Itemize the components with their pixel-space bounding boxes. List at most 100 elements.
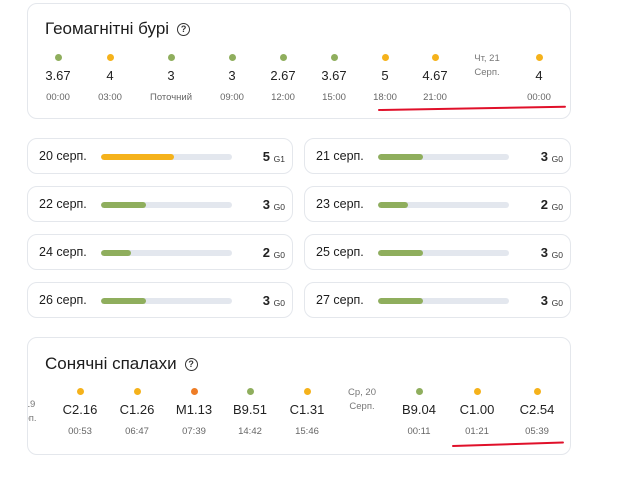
daily-forecast-card[interactable]: 26 серп. 3 G0 <box>27 282 293 318</box>
storm-scale-label: G0 <box>273 202 285 212</box>
kp-level-bar-fill <box>101 202 146 208</box>
daily-forecast-card[interactable]: 23 серп. 2 G0 <box>304 186 571 222</box>
flares-value: B9.04 <box>402 402 436 417</box>
kp-level-bar <box>378 298 509 304</box>
geomagnetic-point[interactable]: 4 00:00 <box>509 54 569 103</box>
flares-point[interactable]: C1.00 01:21 <box>447 388 507 437</box>
status-dot-icon <box>133 388 141 395</box>
flares-point[interactable]: M1.13 07:39 <box>164 388 224 437</box>
geomagnetic-point[interactable]: 3 09:00 <box>202 54 262 103</box>
question-circle-icon[interactable]: ? <box>177 22 191 36</box>
geomagnetic-point[interactable]: 3.67 15:00 <box>304 54 364 103</box>
geomagnetic-time: 21:00 <box>423 92 447 103</box>
kp-level-bar <box>101 250 232 256</box>
flares-value: C1.26 <box>119 402 155 417</box>
kp-index-value: 3 <box>540 293 548 308</box>
flares-time: 06:47 <box>125 426 149 437</box>
flares-value: M1.13 <box>175 402 213 417</box>
status-dot-icon <box>76 388 84 395</box>
daily-forecast-card[interactable]: 21 серп. 3 G0 <box>304 138 571 174</box>
status-dot-icon <box>167 54 175 61</box>
status-dot-icon <box>228 54 236 61</box>
flares-point[interactable]: C2.54 05:39 <box>507 388 567 437</box>
geomagnetic-value: 3.67 <box>321 68 347 83</box>
geomagnetic-point[interactable]: 3.67 00:00 <box>28 54 88 103</box>
flares-time: 14:42 <box>238 426 262 437</box>
day-date-label: 24 серп. <box>39 245 87 259</box>
geomagnetic-value: 4 <box>106 68 114 83</box>
geomagnetic-time: 18:00 <box>373 92 397 103</box>
storm-scale-label: G0 <box>551 154 563 164</box>
daily-forecast-card[interactable]: 27 серп. 3 G0 <box>304 282 571 318</box>
geomagnetic-value: 3 <box>228 68 236 83</box>
day-date-label: 21 серп. <box>316 149 364 163</box>
kp-level-bar <box>101 298 232 304</box>
kp-level-bar <box>378 202 509 208</box>
geomagnetic-time: 12:00 <box>271 92 295 103</box>
geomagnetic-point[interactable]: 4 03:00 <box>80 54 140 103</box>
solar-flares-card: Сонячні спалахи ? 19 оп. C2.16 00:53 C1.26… <box>27 337 571 455</box>
flares-value: C2.16 <box>62 402 98 417</box>
day-date-label: 26 серп. <box>39 293 87 307</box>
status-dot-icon <box>279 54 287 61</box>
geomagnetic-value: 3 <box>167 68 175 83</box>
flares-point[interactable]: C2.16 00:53 <box>50 388 110 437</box>
question-circle-icon[interactable]: ? <box>184 357 198 371</box>
storm-scale-label: G0 <box>551 298 563 308</box>
storm-scale-label: G1 <box>273 154 285 164</box>
kp-index-value: 3 <box>262 293 270 308</box>
kp-level-bar-fill <box>101 298 146 304</box>
flares-cut-day-label: 19 оп. <box>28 399 37 424</box>
flares-time: 15:46 <box>295 426 319 437</box>
kp-level-bar <box>378 250 509 256</box>
day-date-label: 27 серп. <box>316 293 364 307</box>
kp-level-bar-fill <box>378 202 409 208</box>
status-dot-icon <box>330 54 338 61</box>
geomagnetic-value: 5 <box>381 68 389 83</box>
daily-forecast-card[interactable]: 25 серп. 3 G0 <box>304 234 571 270</box>
flares-value: C2.54 <box>519 402 555 417</box>
flares-point[interactable]: C1.26 06:47 <box>107 388 167 437</box>
status-dot-icon <box>533 388 541 395</box>
kp-index-value: 3 <box>540 149 548 164</box>
daily-forecast-card[interactable]: 24 серп. 2 G0 <box>27 234 293 270</box>
geomagnetic-value: 4.67 <box>422 68 448 83</box>
geomagnetic-point[interactable]: 3 Поточний <box>141 54 201 103</box>
geomagnetic-storms-card: Геомагнітні бурі ? 3.67 00:00 4 03:00 3 Поточ… <box>27 3 571 119</box>
status-dot-icon <box>303 388 311 395</box>
kp-level-bar-fill <box>101 250 132 256</box>
kp-level-bar <box>101 154 232 160</box>
flares-value: C1.31 <box>289 402 325 417</box>
geomagnetic-value: 4 <box>535 68 543 83</box>
status-dot-icon <box>106 54 114 61</box>
geomagnetic-title-row: Геомагнітні бурі ? <box>45 19 191 39</box>
kp-index-value: 5 <box>262 149 270 164</box>
daily-forecast-card[interactable]: 22 серп. 3 G0 <box>27 186 293 222</box>
status-dot-icon <box>54 54 62 61</box>
flares-value: C1.00 <box>459 402 495 417</box>
geomagnetic-time: 03:00 <box>98 92 122 103</box>
geomagnetic-value: 2.67 <box>270 68 296 83</box>
daily-forecast-card[interactable]: 20 серп. 5 G1 <box>27 138 293 174</box>
geomagnetic-title: Геомагнітні бурі <box>45 19 170 38</box>
geomagnetic-time: 00:00 <box>527 92 551 103</box>
flares-time: 05:39 <box>525 426 549 437</box>
flares-point[interactable]: C1.31 15:46 <box>277 388 337 437</box>
storm-scale-label: G0 <box>273 298 285 308</box>
kp-level-bar <box>101 202 232 208</box>
kp-level-bar-fill <box>378 250 423 256</box>
status-dot-icon <box>431 54 439 61</box>
flares-point[interactable]: B9.04 00:11 <box>389 388 449 437</box>
kp-level-bar-fill <box>101 154 175 160</box>
day-date-label: 22 серп. <box>39 197 87 211</box>
geomagnetic-value: 3.67 <box>45 68 71 83</box>
status-dot-icon <box>473 388 481 395</box>
day-date-label: 20 серп. <box>39 149 87 163</box>
geomagnetic-point[interactable]: 4.67 21:00 <box>405 54 465 103</box>
status-dot-icon <box>381 54 389 61</box>
geomagnetic-point[interactable]: 5 18:00 <box>355 54 415 103</box>
kp-level-bar <box>378 154 509 160</box>
status-dot-icon <box>535 54 543 61</box>
flares-point[interactable]: B9.51 14:42 <box>220 388 280 437</box>
geomagnetic-point[interactable]: 2.67 12:00 <box>253 54 313 103</box>
